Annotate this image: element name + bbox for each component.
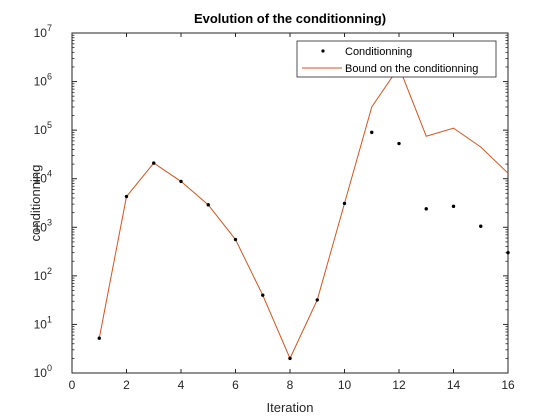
y-tick-label: 105 [34, 120, 52, 137]
x-tick-label: 12 [392, 378, 406, 392]
data-point-conditionning [424, 207, 428, 211]
legend-marker-conditionning [321, 49, 325, 53]
data-point-conditionning [124, 194, 129, 199]
data-point-conditionning [152, 161, 156, 165]
data-point-conditionning [479, 224, 483, 228]
y-tick-label: 107 [34, 23, 52, 40]
y-tick-label: 104 [34, 169, 52, 186]
data-point-conditionning [206, 203, 210, 207]
data-point-conditionning [179, 179, 183, 184]
x-tick-label: 10 [338, 378, 352, 392]
data-point-conditionning [97, 336, 101, 340]
y-tick-label: 106 [34, 72, 52, 89]
data-point-conditionning [506, 250, 510, 255]
data-point-conditionning [370, 130, 374, 135]
plot-area [71, 32, 509, 374]
y-axis-label: conditionning [28, 165, 43, 242]
y-tick-label: 101 [34, 314, 52, 331]
chart-title: Evolution of the conditionning) [194, 11, 386, 26]
x-tick-label: 0 [69, 378, 76, 392]
data-point-conditionning [342, 201, 347, 206]
x-tick-label: 8 [287, 378, 294, 392]
data-point-conditionning [315, 298, 319, 302]
legend-box [296, 40, 497, 78]
legend: Conditionning Bound on the conditionning [296, 40, 497, 78]
x-tick-label: 4 [178, 378, 185, 392]
y-tick-label: 103 [34, 217, 52, 234]
legend-label-bound: Bound on the conditionning [345, 63, 478, 75]
series-line-bound [98, 65, 509, 360]
legend-label-conditionning: Conditionning [345, 46, 412, 58]
x-tick-label: 14 [447, 378, 461, 392]
data-point-conditionning [288, 356, 292, 361]
data-point-conditionning [261, 293, 265, 297]
x-tick-label: 6 [232, 378, 239, 392]
x-tick-label: 2 [123, 378, 130, 392]
data-point-conditionning [233, 237, 238, 242]
data-point-conditionning [451, 204, 456, 209]
y-tick-label: 102 [34, 266, 52, 283]
x-axis-label: Iteration [267, 400, 314, 415]
y-tick-label: 100 [34, 363, 52, 380]
x-tick-label: 16 [501, 378, 515, 392]
data-point-conditionning [397, 141, 401, 146]
